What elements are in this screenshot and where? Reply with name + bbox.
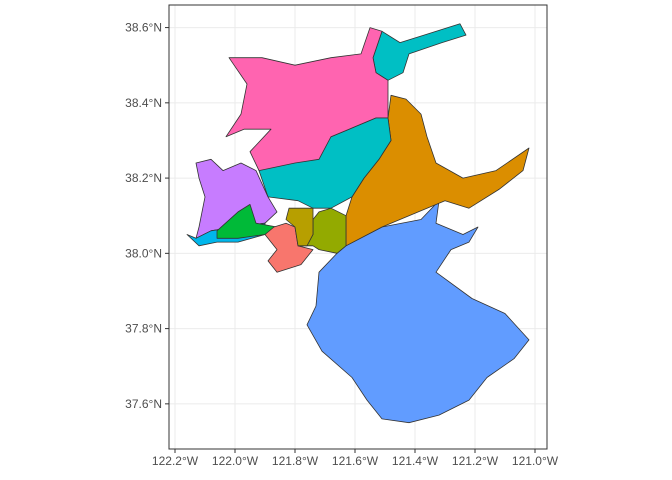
region-polygon-10 (285, 207, 314, 247)
y-tick-label: 38.6°N (125, 21, 162, 35)
x-tick-label: 122.0°W (212, 454, 259, 468)
x-tick-label: 121.2°W (452, 454, 499, 468)
x-tick-label: 121.0°W (512, 454, 559, 468)
x-tick-label: 121.8°W (272, 454, 319, 468)
x-tick-label: 121.4°W (392, 454, 439, 468)
region-polygon-3 (372, 23, 467, 81)
axes: 122.2°W 122.0°W 121.8°W 121.6°W 121.4°W 121.2… (125, 21, 559, 468)
y-tick-label: 38.0°N (125, 246, 162, 260)
y-tick-label: 38.4°N (125, 96, 162, 110)
region-polygon-8 (264, 222, 314, 273)
panel-border (168, 4, 548, 450)
region-polygon-4 (225, 27, 389, 171)
regions-layer (186, 23, 530, 424)
y-tick-label: 37.8°N (125, 322, 162, 336)
y-tick-label: 37.6°N (125, 397, 162, 411)
y-tick-label: 38.2°N (125, 171, 162, 185)
x-tick-label: 121.6°W (332, 454, 379, 468)
region-polygon-0 (306, 200, 530, 424)
x-tick-label: 122.2°W (152, 454, 199, 468)
